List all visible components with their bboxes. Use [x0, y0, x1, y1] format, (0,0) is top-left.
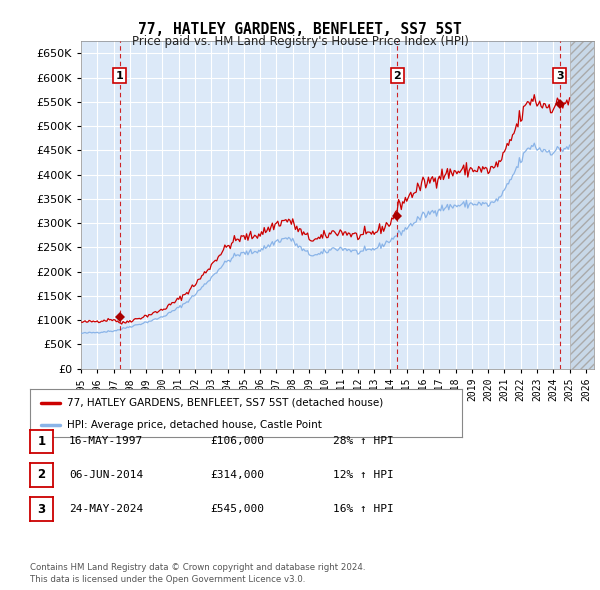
Text: 1: 1 [37, 435, 46, 448]
Text: 2: 2 [37, 468, 46, 481]
Text: 16% ↑ HPI: 16% ↑ HPI [333, 504, 394, 514]
Text: £106,000: £106,000 [210, 437, 264, 446]
Text: 16-MAY-1997: 16-MAY-1997 [69, 437, 143, 446]
Bar [569, 41, 594, 369]
Text: 1: 1 [116, 71, 124, 81]
Text: 12% ↑ HPI: 12% ↑ HPI [333, 470, 394, 480]
Text: 24-MAY-2024: 24-MAY-2024 [69, 504, 143, 514]
Text: 28% ↑ HPI: 28% ↑ HPI [333, 437, 394, 446]
Text: Contains HM Land Registry data © Crown copyright and database right 2024.
This d: Contains HM Land Registry data © Crown c… [30, 563, 365, 584]
Text: HPI: Average price, detached house, Castle Point: HPI: Average price, detached house, Cast… [67, 420, 322, 430]
Text: 06-JUN-2014: 06-JUN-2014 [69, 470, 143, 480]
Text: 3: 3 [556, 71, 563, 81]
Text: Price paid vs. HM Land Registry's House Price Index (HPI): Price paid vs. HM Land Registry's House … [131, 35, 469, 48]
Text: £545,000: £545,000 [210, 504, 264, 514]
Text: 77, HATLEY GARDENS, BENFLEET, SS7 5ST: 77, HATLEY GARDENS, BENFLEET, SS7 5ST [138, 22, 462, 37]
Text: 2: 2 [394, 71, 401, 81]
Text: 77, HATLEY GARDENS, BENFLEET, SS7 5ST (detached house): 77, HATLEY GARDENS, BENFLEET, SS7 5ST (d… [67, 398, 383, 408]
Text: 3: 3 [37, 503, 46, 516]
Text: £314,000: £314,000 [210, 470, 264, 480]
